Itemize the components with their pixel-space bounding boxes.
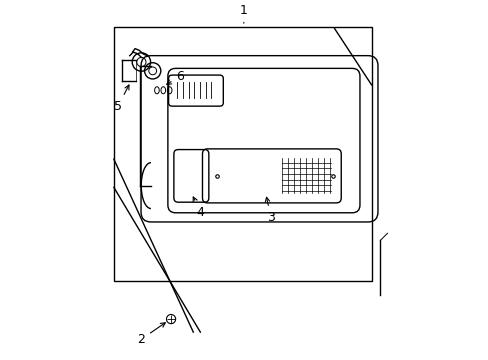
Text: 4: 4 xyxy=(193,197,204,219)
Bar xyxy=(114,27,371,281)
Text: 6: 6 xyxy=(166,69,184,84)
Text: 2: 2 xyxy=(137,323,165,346)
Text: 1: 1 xyxy=(240,4,247,23)
Text: 5: 5 xyxy=(114,85,129,113)
Text: 3: 3 xyxy=(265,197,274,224)
